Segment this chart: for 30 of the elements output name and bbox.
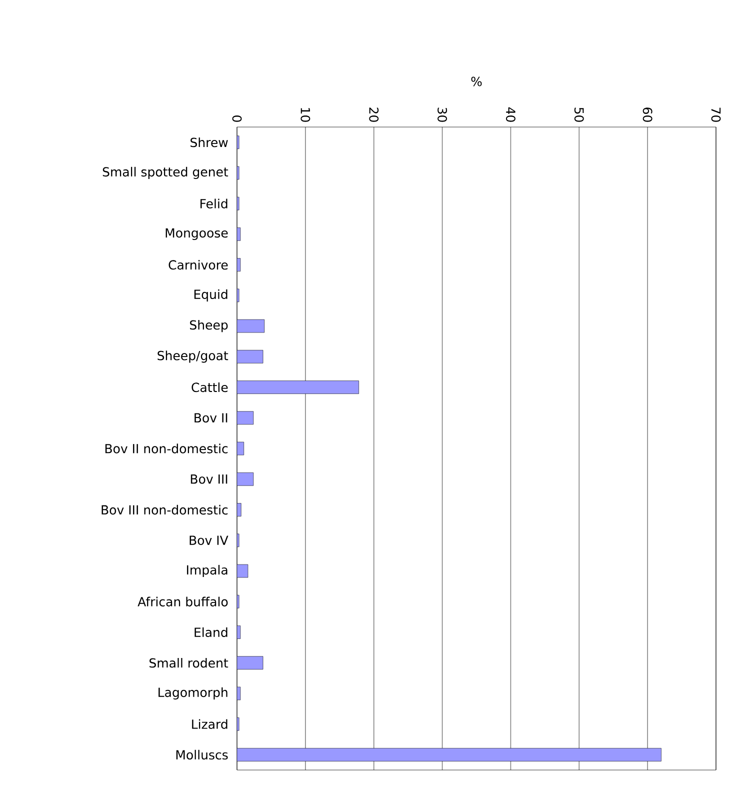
y-tick-label: Equid: [194, 289, 228, 302]
y-tick-label: Felid: [200, 198, 228, 208]
y-tick-label: African buffalo: [138, 596, 228, 606]
x-tick-label: 60: [642, 108, 652, 122]
x-tick-label: 10: [300, 108, 310, 122]
y-tick-label: Bov III: [190, 474, 228, 484]
y-tick-label: Bov II non-domestic: [105, 444, 228, 454]
x-tick-label: 70: [711, 108, 721, 122]
y-tick-label: Molluscs: [176, 750, 228, 760]
y-tick-label: Carnivore: [168, 260, 228, 270]
y-tick-label: Bov IV: [190, 536, 228, 546]
y-tick-label: Bov II: [194, 413, 228, 423]
y-tick-label: Small spotted genet: [102, 166, 228, 179]
y-tick-label: Bov III non-domestic: [102, 504, 228, 515]
y-tick-label: Lagomorph: [158, 687, 228, 700]
y-tick-label: Sheep/goat: [158, 350, 228, 363]
y-tick-label: Eland: [194, 627, 228, 638]
y-tick-label: Impala: [186, 564, 228, 578]
y-tick-label: Cattle: [192, 382, 228, 392]
x-tick-label: 50: [574, 108, 584, 122]
x-tick-label: 40: [506, 107, 516, 122]
x-tick-label: 20: [369, 108, 379, 122]
y-tick-label: Small rodent: [150, 658, 228, 668]
y-tick-label: Shrew: [190, 137, 228, 148]
y-tick-label: Sheep: [190, 320, 228, 332]
x-tick-label: 0: [232, 116, 242, 122]
y-tick-label: Lizard: [192, 719, 228, 729]
x-axis-title: %: [471, 76, 482, 86]
x-tick-label: 30: [438, 108, 448, 122]
y-tick-label: Mongoose: [166, 228, 228, 240]
